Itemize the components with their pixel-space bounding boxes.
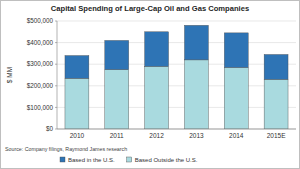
y-tick-label: $400,000 xyxy=(27,39,54,46)
y-tick-label: $0 xyxy=(46,125,54,132)
bar xyxy=(264,79,288,129)
bar xyxy=(224,67,248,129)
y-axis-label: $ MM xyxy=(6,67,13,83)
legend-label: Based Outside the U.S. xyxy=(135,157,198,163)
bars xyxy=(65,25,288,129)
bar xyxy=(65,56,89,79)
x-tick-label: 2011 xyxy=(110,132,124,139)
y-tick-label: $200,000 xyxy=(27,82,54,89)
y-tick-label: $300,000 xyxy=(27,60,54,67)
grid-line xyxy=(57,85,296,86)
y-tick-label: $100,000 xyxy=(27,104,54,111)
x-axis xyxy=(57,129,296,130)
bar xyxy=(224,33,248,68)
grid-line xyxy=(57,21,296,22)
x-tick-label: 2013 xyxy=(189,132,204,139)
x-tick-label: 2012 xyxy=(149,132,164,139)
legend-label: Based in the U.S. xyxy=(68,157,115,163)
bar xyxy=(145,66,169,129)
bar xyxy=(184,60,208,129)
title: Capital Spending of Large-Cap Oil and Ga… xyxy=(51,4,249,13)
legend-swatch xyxy=(127,157,132,162)
bar xyxy=(145,32,169,67)
chart: Capital Spending of Large-Cap Oil and Ga… xyxy=(0,0,300,169)
bar xyxy=(184,25,208,60)
bar xyxy=(105,70,129,129)
y-tick-label: $500,000 xyxy=(27,17,54,24)
x-tick-label: 2015E xyxy=(267,132,286,139)
grid-line xyxy=(57,107,296,108)
grid-line xyxy=(57,64,296,65)
bar xyxy=(105,40,129,69)
legend-swatch xyxy=(60,157,65,162)
grid-line xyxy=(57,42,296,43)
bar xyxy=(65,78,89,129)
bar xyxy=(264,54,288,79)
grid-line xyxy=(57,129,296,130)
x-tick-label: 2014 xyxy=(229,132,244,139)
x-tick-label: 2010 xyxy=(70,132,85,139)
frame xyxy=(1,1,300,169)
source: Source: Company filings, Raymond James r… xyxy=(5,146,127,152)
y-axis xyxy=(57,21,58,129)
